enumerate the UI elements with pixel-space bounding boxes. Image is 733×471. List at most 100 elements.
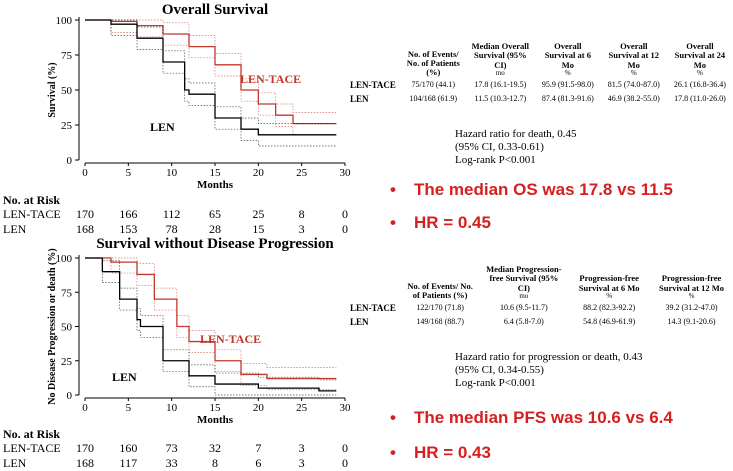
x-tick-label: 5 xyxy=(126,167,132,179)
table-cell: 17.8 (11.0-26.0) xyxy=(674,94,726,104)
x-tick-label: 5 xyxy=(126,402,132,414)
risk-count: 0 xyxy=(342,207,348,221)
table-cell: 6.4 (5.8-7.0) xyxy=(503,317,544,327)
risk-count: 73 xyxy=(165,441,178,455)
table-cell: 87.4 (81.3-91.6) xyxy=(541,94,594,104)
risk-count: 25 xyxy=(252,207,265,221)
bullet-icon: • xyxy=(390,408,396,427)
row-label: LEN-TACE xyxy=(350,79,396,90)
x-tick-label: 25 xyxy=(296,402,308,414)
y-tick-label: 100 xyxy=(56,253,73,265)
risk-count: 32 xyxy=(209,441,221,455)
table-cell: 104/168 (61.9) xyxy=(409,94,458,104)
x-tick-label: 10 xyxy=(166,402,178,414)
table-row: LEN-TACE 75/170 (44.1) 17.8 (16.1-19.5) 95.… xyxy=(350,78,733,92)
curve-label-len-tace: LEN-TACE xyxy=(200,332,262,346)
x-tick-label: 15 xyxy=(210,167,222,179)
table-cell: 26.1 (16.8-36.4) xyxy=(673,80,726,90)
risk-row-label: LEN-TACE xyxy=(3,207,61,221)
ci-band-len xyxy=(85,257,337,381)
survival-curve-len-tace xyxy=(85,257,337,380)
results-table: No. of Events/ No. of Patients (%) Median… xyxy=(350,41,733,106)
x-tick-label: 10 xyxy=(166,167,178,179)
risk-row-label: LEN xyxy=(3,222,27,236)
table-cell: 17.8 (16.1-19.5) xyxy=(474,80,527,90)
table-cell: 54.8 (46.9-61.9) xyxy=(583,317,636,327)
y-tick-label: 100 xyxy=(56,15,73,27)
table-cell: 122/170 (71.8) xyxy=(416,303,464,313)
column-header: Overall Survival at 6 Mo% xyxy=(544,41,591,78)
key-finding-bullet: • The median OS was 17.8 vs 11.5 xyxy=(390,180,673,200)
chart-title: Survival without Disease Progression xyxy=(96,236,334,252)
corner xyxy=(350,42,401,78)
risk-table-header: No. at Risk xyxy=(3,193,61,207)
table-cell: 95.9 (91.5-98.0) xyxy=(541,80,594,90)
results-table: No. of Events/ No. of Patients (%) Median… xyxy=(350,264,733,329)
column-header: Overall Survival at 12 Mo% xyxy=(608,41,660,78)
table-cell: 11.5 (10.3-12.7) xyxy=(474,94,527,104)
column-header: No. of Events/ No. of Patients (%) xyxy=(406,48,460,78)
y-tick-label: 50 xyxy=(61,322,73,334)
curve-label-len: LEN xyxy=(150,120,175,134)
row-label: LEN xyxy=(350,93,369,104)
risk-count: 0 xyxy=(342,456,348,470)
risk-count: 28 xyxy=(209,222,221,236)
risk-count: 7 xyxy=(255,441,262,455)
stat-line: Log-rank P<0.001 xyxy=(455,377,536,389)
y-tick-label: 0 xyxy=(67,155,73,167)
x-tick-label: 30 xyxy=(340,167,352,179)
column-header: Progression-free Survival at 12 Mo% xyxy=(659,273,724,301)
risk-count: 0 xyxy=(342,441,348,455)
key-finding-bullet: • HR = 0.45 xyxy=(390,213,491,233)
y-tick-label: 75 xyxy=(61,287,73,299)
stat-line: Hazard ratio for death, 0.45 xyxy=(455,128,577,140)
y-tick-label: 50 xyxy=(61,85,73,97)
ci-band-len xyxy=(85,257,337,396)
corner xyxy=(350,265,401,301)
risk-count: 15 xyxy=(252,222,265,236)
bullet-text: The median PFS was 10.6 vs 6.4 xyxy=(413,408,673,427)
risk-count: 6 xyxy=(255,456,262,470)
x-tick-label: 15 xyxy=(210,402,222,414)
table-row: LEN-TACE 122/170 (71.8) 10.6 (9.5-11.7) 88.… xyxy=(350,301,733,315)
x-tick-label: 0 xyxy=(82,167,88,179)
survival-curve-len xyxy=(85,257,337,392)
chart-title: Overall Survival xyxy=(161,2,269,18)
risk-count: 65 xyxy=(209,207,221,221)
x-tick-label: 20 xyxy=(253,167,265,179)
table-row: LEN 149/168 (88.7) 6.4 (5.8-7.0) 54.8 (46.9… xyxy=(350,315,733,329)
column-header: No. of Events/ No. of Patients (%) xyxy=(407,281,473,301)
table-cell: 39.2 (31.2-47.0) xyxy=(665,303,718,313)
column-header: Median Progression-free Survival (95% CI… xyxy=(486,264,562,301)
table-cell: 10.6 (9.5-11.7) xyxy=(499,303,548,313)
table-row: LEN 104/168 (61.9) 11.5 (10.3-12.7) 87.4 (8… xyxy=(350,92,733,106)
curve-label-len: LEN xyxy=(112,370,137,384)
risk-count: 78 xyxy=(165,222,178,236)
table-cell: 81.5 (74.0-87.0) xyxy=(607,80,660,90)
bullet-icon: • xyxy=(390,443,396,462)
key-finding-bullet: • The median PFS was 10.6 vs 6.4 xyxy=(390,408,673,428)
bullet-icon: • xyxy=(390,213,396,232)
table-cell: 75/170 (44.1) xyxy=(411,80,456,90)
column-header: Overall Survival at 24 Mo% xyxy=(674,41,726,78)
risk-count: 3 xyxy=(298,222,305,236)
key-finding-bullet: • HR = 0.43 xyxy=(390,443,491,463)
bullet-text: HR = 0.45 xyxy=(413,213,491,232)
x-axis-label: Months xyxy=(196,179,234,191)
risk-count: 8 xyxy=(212,456,218,470)
bullet-icon: • xyxy=(390,180,396,199)
x-axis-label: Months xyxy=(196,414,234,426)
risk-count: 3 xyxy=(298,456,305,470)
risk-count: 170 xyxy=(76,207,94,221)
ci-band-len-tace xyxy=(85,19,337,113)
risk-count: 168 xyxy=(76,222,94,236)
y-tick-label: 25 xyxy=(61,120,73,132)
table-cell: 88.2 (82.3-92.2) xyxy=(583,303,636,313)
y-tick-label: 25 xyxy=(61,356,73,368)
y-tick-label: 0 xyxy=(67,390,73,402)
column-header: Progression-free Survival at 6 Mo% xyxy=(578,273,640,301)
stat-line: Hazard ratio for progression or death, 0… xyxy=(455,351,643,363)
row-label: LEN xyxy=(350,316,369,327)
risk-count: 8 xyxy=(298,207,305,221)
